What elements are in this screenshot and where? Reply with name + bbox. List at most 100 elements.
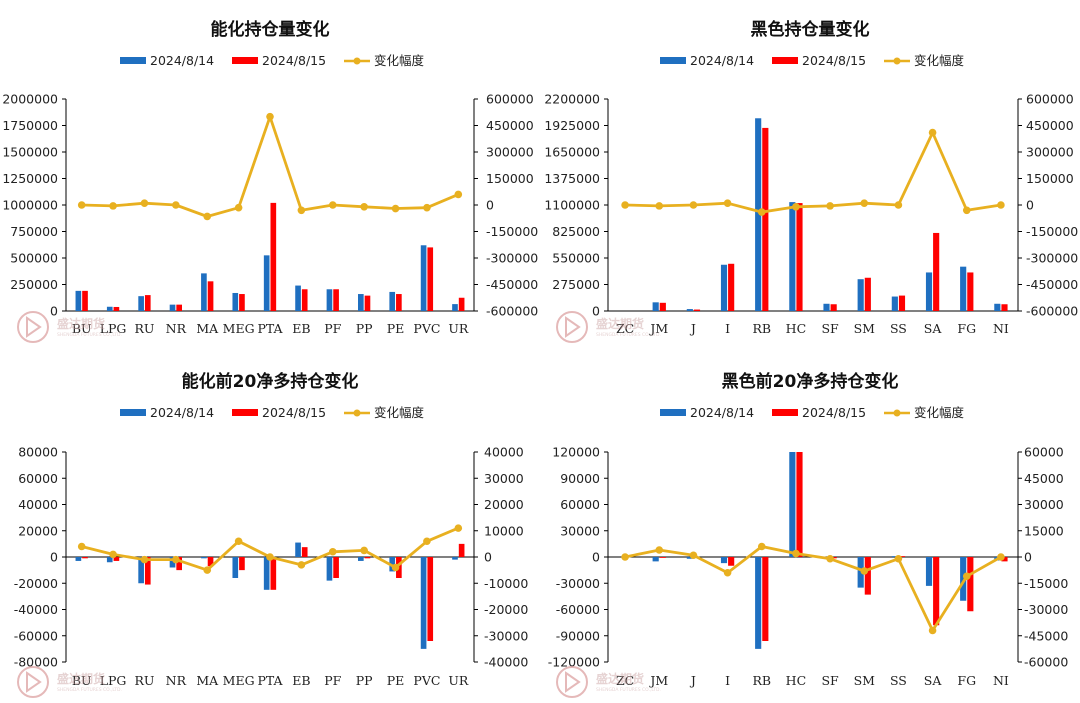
x-category-label: MEG [223, 673, 255, 688]
x-category-label: PVC [413, 673, 440, 688]
legend-label-change: 变化幅度 [914, 53, 965, 68]
change-point-ma [203, 566, 212, 574]
bar-series2-fg [967, 272, 974, 311]
x-category-label: PE [387, 673, 405, 688]
y-tick-label-left: 30000 [560, 523, 600, 538]
chart-title: 能化前20净多持仓变化 [182, 371, 359, 392]
bar-series1-pp [358, 294, 364, 311]
x-category-label: UR [448, 673, 469, 688]
legend: 2024/8/14 2024/8/15 变化幅度 [120, 405, 425, 420]
legend-label-change: 变化幅度 [374, 405, 425, 420]
x-category-label: PVC [413, 321, 440, 336]
legend-marker-change [353, 57, 361, 65]
bar-series1-ru [138, 557, 144, 584]
change-point-jm [655, 202, 664, 210]
y-tick-label-left: 1750000 [2, 118, 58, 133]
bar-series2-ma [207, 557, 214, 567]
change-point-zc [621, 553, 629, 561]
x-category-label: RB [752, 673, 771, 688]
chart-panel-heise-open-interest: 黑色持仓量变化 2024/8/14 2024/8/15 变化幅度 0 275000 5500… [540, 0, 1080, 352]
x-category-label: RU [134, 673, 154, 688]
y-tick-label-right: -40000 [484, 655, 528, 670]
watermark-glyph [26, 671, 42, 693]
bar-series2-j [693, 309, 701, 311]
bar-series2-i [728, 557, 735, 566]
bar-series2-ni [1001, 557, 1008, 562]
x-category-label: EB [292, 673, 310, 688]
bar-series2-pp [364, 295, 371, 311]
y-tick-label-left: -30000 [556, 576, 600, 591]
legend: 2024/8/14 2024/8/15 变化幅度 [120, 53, 425, 68]
bar-series2-eb [301, 289, 308, 311]
bar-series1-fg [960, 557, 967, 601]
watermark-circle [556, 666, 588, 698]
legend-swatch-series1 [120, 57, 146, 64]
bar-series2-lpg [113, 557, 120, 561]
bar-series2-pvc [427, 247, 434, 311]
bar-series1-sm [857, 557, 864, 588]
y-tick-label-right: -20000 [484, 602, 528, 617]
bar-series1-ur [452, 304, 458, 311]
bar-series2-eb [301, 547, 308, 557]
x-category-label: EB [292, 321, 310, 336]
legend-swatch-series1 [660, 57, 686, 64]
watermark-subtext: SHENGDA FUTURES CO.,LTD. [57, 687, 122, 693]
bar-series2-bu [82, 557, 88, 559]
change-point-ss [894, 201, 903, 209]
y-tick-label-left: 90000 [560, 471, 600, 486]
watermark-text: 盛达期货 [596, 671, 644, 686]
legend-label-series1: 2024/8/14 [150, 53, 214, 68]
x-category-label: SS [890, 673, 907, 688]
y-tick-label-left: -60000 [14, 628, 58, 643]
y-tick-label-right: 30000 [484, 471, 524, 486]
change-point-pe [391, 563, 400, 572]
x-category-label: BU [72, 673, 92, 688]
change-point-bu [77, 201, 86, 209]
y-tick-label-left: 60000 [560, 497, 600, 512]
bar-series1-i [720, 264, 728, 311]
change-point-hc [792, 202, 800, 211]
watermark-subtext: SHENGDA FUTURES CO.,LTD. [596, 687, 661, 693]
y-tick-label-right: 15000 [1024, 523, 1064, 538]
y-tick-label-left: 60000 [18, 471, 58, 486]
y-tick-label-left: 250000 [10, 277, 58, 292]
y-tick-label-left: 1500000 [2, 145, 58, 160]
bar-series2-ur [458, 543, 465, 557]
bar-series1-hc [789, 452, 796, 557]
y-tick-label-left: 1650000 [544, 145, 600, 160]
y-tick-label-left: 1925000 [544, 118, 600, 133]
x-category-label: J [689, 673, 696, 688]
y-tick-label-left: -120000 [548, 655, 600, 670]
legend-label-change: 变化幅度 [374, 53, 425, 68]
bar-series1-meg [232, 557, 239, 578]
change-point-pvc [423, 203, 431, 212]
bar-series2-sm [864, 557, 871, 595]
y-tick-label-left: 0 [50, 550, 58, 565]
y-tick-label-right: 450000 [1026, 118, 1074, 133]
bar-series1-eb [295, 542, 301, 557]
change-point-pta [266, 553, 274, 561]
x-category-label: PTA [257, 673, 283, 688]
y-tick-label-right: 0 [484, 550, 492, 565]
change-point-lpg [109, 202, 117, 210]
change-point-pp [360, 202, 368, 211]
bar-series1-jm [652, 302, 659, 311]
y-tick-label-left: 1375000 [544, 171, 600, 186]
bar-series1-sf [823, 303, 830, 311]
x-category-label: RU [134, 321, 154, 336]
y-tick-label-right: 450000 [486, 118, 534, 133]
change-point-pp [360, 546, 368, 555]
legend-swatch-series1 [660, 409, 686, 416]
bar-series2-ss [898, 556, 906, 557]
x-category-label: MEG [223, 321, 255, 336]
chart-panel-nenghua-open-interest: 能化持仓量变化 2024/8/14 2024/8/15 变化幅度 0 250000 5000… [0, 0, 540, 352]
bar-series1-rb [755, 557, 762, 649]
y-tick-label-right: -300000 [486, 251, 538, 266]
bar-series1-pta [263, 557, 270, 590]
y-tick-label-left: 20000 [18, 523, 58, 538]
bar-series1-lpg [106, 557, 113, 563]
change-point-pf [328, 201, 337, 209]
bar-series2-meg [239, 557, 245, 571]
bar-series1-nr [169, 304, 176, 311]
